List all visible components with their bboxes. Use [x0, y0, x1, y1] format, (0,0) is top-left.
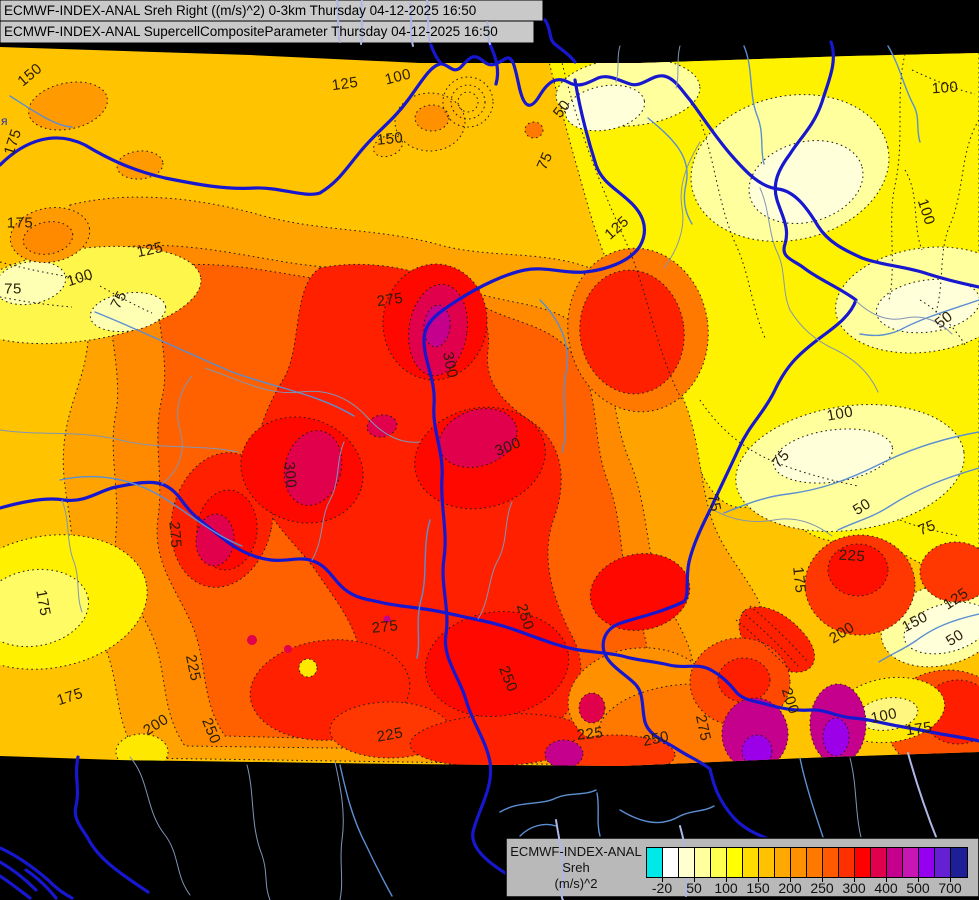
legend-color-cell — [935, 848, 951, 877]
legend-color-cell — [775, 848, 791, 877]
legend-tick-label: 200 — [778, 880, 802, 896]
legend-color-cell — [887, 848, 903, 877]
legend-color-cell — [903, 848, 919, 877]
legend-color-cell — [839, 848, 855, 877]
legend-tick-label: 300 — [842, 880, 866, 896]
legend-color-cell — [647, 848, 663, 877]
legend-color-cell — [791, 848, 807, 877]
legend-tick-label: 150 — [746, 880, 770, 896]
legend-tick — [726, 877, 727, 882]
title-line-2: ECMWF-INDEX-ANAL SupercellCompositeParam… — [4, 24, 498, 39]
legend-color-cell — [679, 848, 695, 877]
legend-color-cell — [727, 848, 743, 877]
legend-color-cell — [919, 848, 935, 877]
legend-unit: (m/s)^2 — [554, 876, 598, 891]
legend-tick — [758, 877, 759, 882]
tisza-river — [601, 40, 858, 848]
title-line-1: ECMWF-INDEX-ANAL Sreh Right ((m/s)^2) 0-… — [4, 3, 477, 18]
legend-tick-label: 50 — [686, 880, 702, 896]
southern-border — [0, 480, 979, 743]
legend-parameter: Sreh — [562, 860, 590, 875]
legend-color-bar — [646, 847, 968, 878]
legend-tick-label: 700 — [938, 880, 962, 896]
legend-color-cell — [711, 848, 727, 877]
legend-tick — [886, 877, 887, 882]
legend-color-cell — [855, 848, 871, 877]
sw-river-fan — [0, 846, 74, 900]
legend-tick-label: 400 — [874, 880, 898, 896]
legend-color-cell — [807, 848, 823, 877]
legend-text: ECMWF-INDEX-ANAL Sreh (m/s)^2 — [510, 844, 642, 892]
vah-river — [488, 42, 500, 86]
legend-tick-label: 250 — [810, 880, 834, 896]
legend-tick-label: 100 — [714, 880, 738, 896]
hron-river — [543, 18, 577, 64]
drava-river — [73, 755, 150, 894]
legend-color-cell — [663, 848, 679, 877]
legend-color-cell — [695, 848, 711, 877]
morava-river — [429, 43, 442, 64]
legend-tick — [790, 877, 791, 882]
faded-rivers-over-titlebar — [336, 0, 491, 47]
legend-tick — [694, 877, 695, 882]
legend-color-cell — [823, 848, 839, 877]
sreh-filled-contours — [0, 47, 979, 766]
danube-river — [0, 55, 979, 289]
legend-color-cell — [743, 848, 759, 877]
legend-color-cell — [871, 848, 887, 877]
legend-tick — [662, 877, 663, 882]
legend-tick — [822, 877, 823, 882]
legend-tick-label: -20 — [651, 880, 673, 896]
legend: ECMWF-INDEX-ANAL Sreh (m/s)^2 -20 50 100 15… — [506, 838, 979, 897]
title-bar-2-panel — [0, 20, 535, 44]
legend-tick — [950, 877, 951, 882]
legend-color-cell — [759, 848, 775, 877]
legend-tick-label: 500 — [906, 880, 930, 896]
legend-tick — [854, 877, 855, 882]
legend-source: ECMWF-INDEX-ANAL — [510, 844, 642, 859]
danube-bend-south — [422, 78, 646, 884]
legend-color-cell — [951, 848, 967, 877]
legend-tick — [918, 877, 919, 882]
river-border-lines — [0, 18, 979, 900]
